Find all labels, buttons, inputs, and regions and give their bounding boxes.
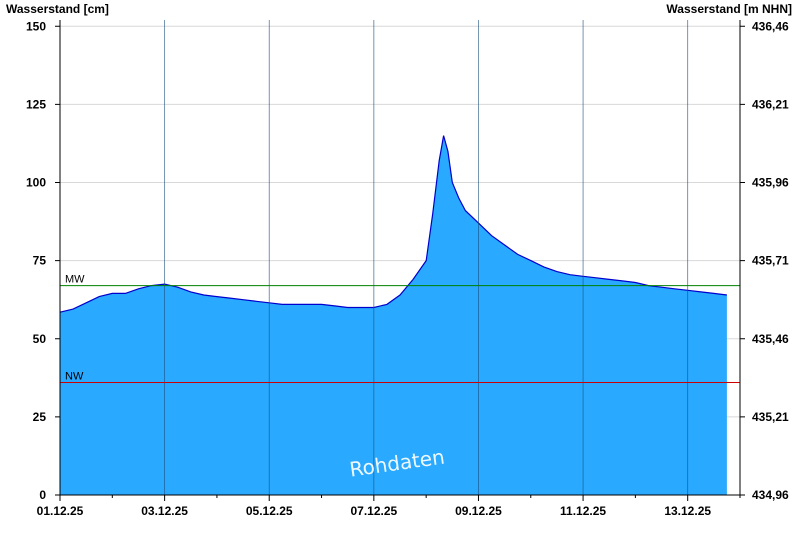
reference-label-nw: NW [65,371,84,383]
series-area [60,135,727,495]
right-axis-title: Wasserstand [m NHN] [666,2,792,16]
vertical-gridlines [164,20,689,495]
axes [55,20,745,501]
tick-labels: 0 434,96 25 435,21 50 435,46 75 435,71 100 435,96… [26,19,789,518]
y-tick-label: 0 [39,488,46,502]
y-right-tick-label: 435,46 [752,332,789,346]
y-tick-label: 75 [33,254,47,268]
y-tick-label: 50 [33,332,47,346]
x-tick-label: 05.12.25 [246,504,293,518]
y-tick-label: 125 [26,97,46,111]
y-right-tick-label: 435,21 [752,410,789,424]
x-tick-label: 03.12.25 [141,504,188,518]
x-tick-label: 11.12.25 [560,504,606,518]
y-tick-label: 100 [26,176,46,190]
reference-lines: MW NW [60,274,740,383]
y-tick-label: 150 [26,19,46,33]
area-layer [59,135,727,495]
y-tick-label: 25 [33,410,47,424]
x-tick-label: 01.12.25 [37,504,84,518]
x-tick-label: 09.12.25 [455,504,502,518]
x-tick-label: 13.12.25 [664,504,711,518]
y-right-tick-label: 435,71 [752,254,789,268]
x-tick-label: 07.12.25 [350,504,397,518]
left-axis-title: Wasserstand [cm] [6,2,109,16]
y-right-tick-label: 435,96 [752,176,789,190]
y-right-tick-label: 436,21 [752,97,789,111]
y-right-tick-label: 436,46 [752,19,789,33]
reference-label-mw: MW [65,274,85,286]
y-right-tick-label: 434,96 [752,488,789,502]
series-line [59,135,727,313]
